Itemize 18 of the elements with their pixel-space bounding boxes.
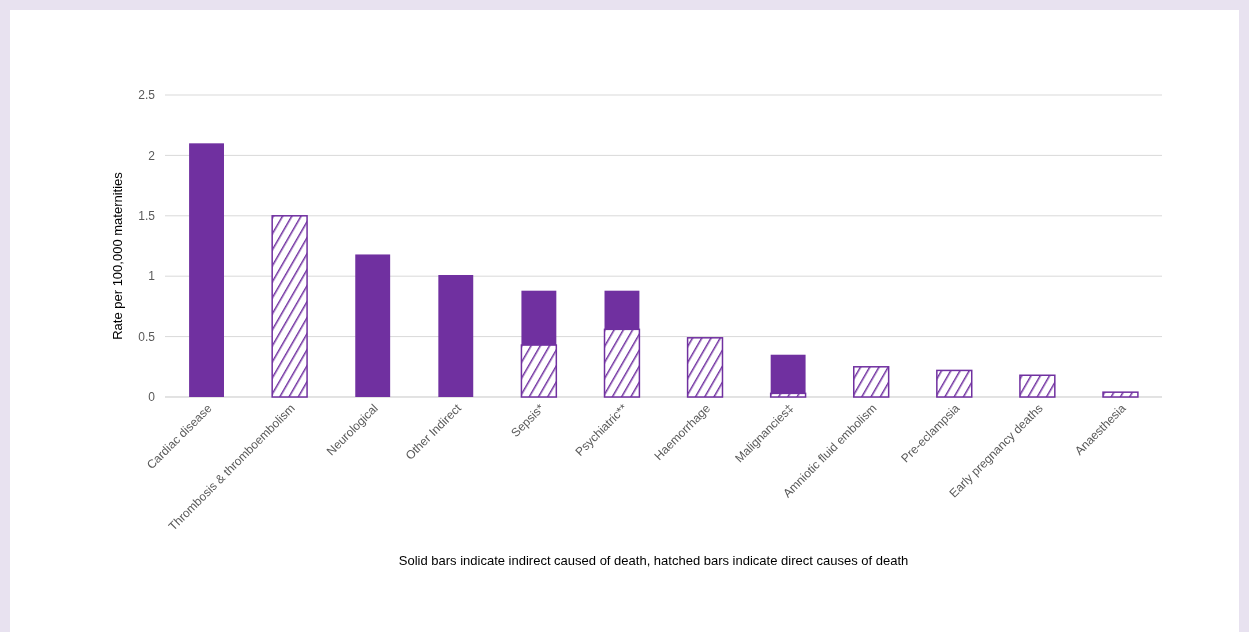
y-tick-label: 1 [148,269,156,284]
y-tick-label: 0 [148,390,156,405]
bar [271,215,308,398]
y-axis-title: Rate per 100,000 maternities [110,171,125,340]
y-tick-label: 1.5 [138,209,156,223]
bar [189,143,224,397]
bar [770,354,806,394]
y-tick-label: 0.5 [138,329,156,344]
x-axis-title: Solid bars indicate indirect caused of death, hatched bars indicate direct causes of death [398,553,909,568]
y-tick-label: 2.5 [138,88,156,103]
bar [1019,374,1056,398]
bar [936,369,973,398]
bar [686,337,724,398]
y-tick-label: 2 [148,148,156,163]
bar [355,254,391,397]
bar [438,274,474,397]
bar [1102,391,1139,398]
bar [853,366,890,398]
